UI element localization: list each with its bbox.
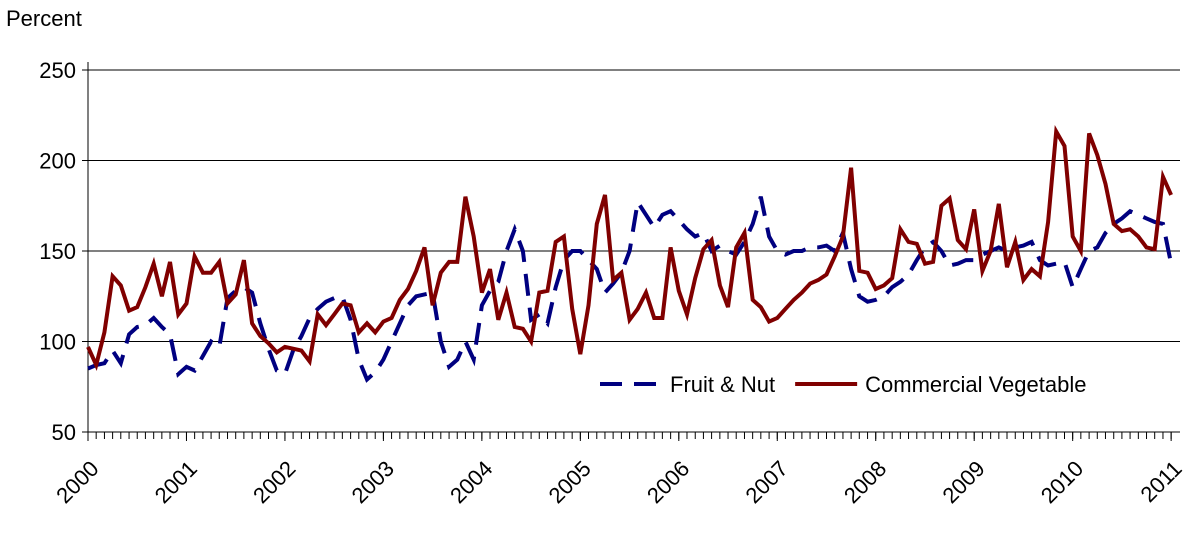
y-tick-label: 150	[39, 239, 76, 264]
x-tick-label: 2003	[347, 456, 399, 508]
series-line	[87, 196, 1174, 383]
y-tick-label: 50	[52, 420, 76, 445]
x-tick-label: 2001	[150, 456, 202, 508]
x-tick-label: 2006	[642, 456, 694, 508]
x-tick-label: 2011	[1136, 456, 1183, 507]
legend-label: Commercial Vegetable	[865, 372, 1086, 397]
y-tick-label: 250	[39, 58, 76, 83]
series-line	[86, 124, 1173, 372]
x-tick-label: 2002	[248, 456, 300, 508]
y-axis-label: Percent	[6, 6, 82, 31]
x-tick-label: 2007	[741, 456, 793, 508]
x-tick-label: 2009	[937, 456, 989, 508]
legend-label: Fruit & Nut	[670, 372, 775, 397]
x-tick-label: 2010	[1036, 456, 1088, 508]
x-tick-label: 2008	[839, 456, 891, 508]
y-tick-label: 200	[39, 149, 76, 174]
x-tick-label: 2005	[544, 456, 596, 508]
x-tick-label: 2000	[51, 456, 103, 508]
y-tick-label: 100	[39, 330, 76, 355]
x-tick-label: 2004	[445, 456, 497, 508]
